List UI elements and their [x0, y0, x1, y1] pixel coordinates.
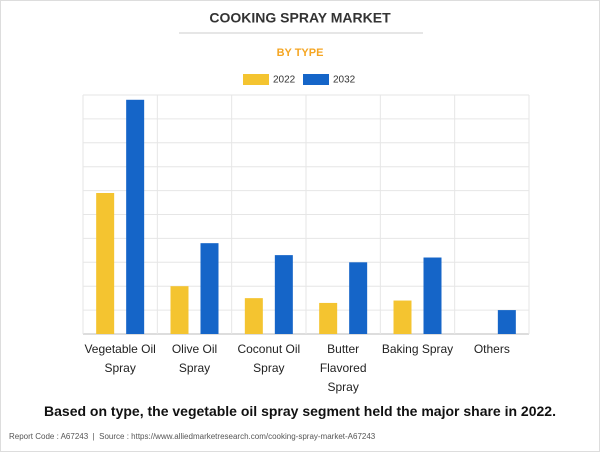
- bar: [170, 286, 189, 334]
- source: Report Code : A67243 | Source : https://…: [9, 432, 376, 441]
- x-tick-label: Butter Flavored Spray: [319, 342, 367, 394]
- bar: [126, 99, 145, 334]
- caption: Based on type, the vegetable oil spray s…: [44, 403, 556, 419]
- bar: [319, 302, 338, 334]
- chart-subtitle: BY TYPE: [277, 47, 324, 59]
- x-tick-label: Coconut Oil Spray: [237, 342, 301, 375]
- legend-label: 2032: [333, 75, 356, 86]
- bar: [423, 257, 442, 334]
- legend-swatch: [243, 74, 269, 85]
- x-tick-label: Vegetable Oil Spray: [84, 342, 156, 375]
- bar: [497, 310, 516, 334]
- x-tick-label: Olive Oil Spray: [171, 342, 218, 375]
- bar: [393, 300, 412, 334]
- bar: [96, 192, 115, 334]
- bar: [244, 298, 263, 334]
- bar: [274, 255, 293, 334]
- legend-swatch: [303, 74, 329, 85]
- chart-title: COOKING SPRAY MARKET: [209, 10, 391, 26]
- bar: [200, 243, 219, 334]
- x-tick-label: Baking Spray: [381, 342, 454, 356]
- legend-label: 2022: [273, 75, 296, 86]
- x-tick-label: Others: [473, 342, 510, 356]
- bar: [349, 262, 368, 334]
